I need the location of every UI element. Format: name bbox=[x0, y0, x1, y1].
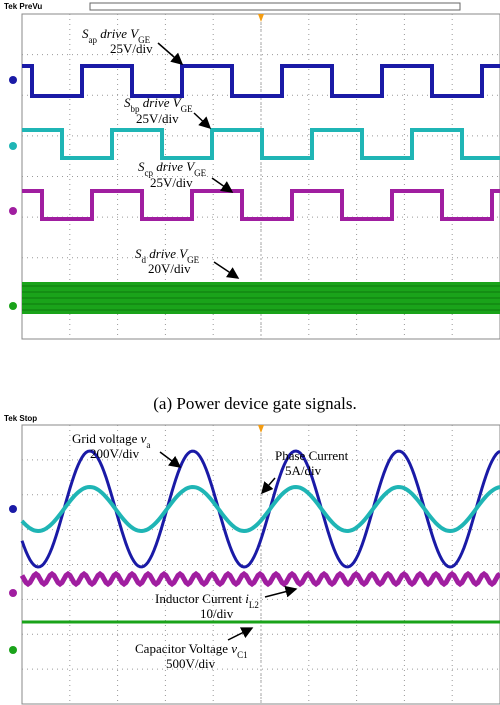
caption: (a) Power device gate signals. bbox=[153, 394, 356, 413]
scale-label: 5A/div bbox=[285, 463, 322, 478]
label-part: Inductor Current bbox=[155, 591, 245, 606]
label-part: C1 bbox=[237, 650, 248, 660]
arrow bbox=[228, 628, 252, 640]
label-part: Grid voltage bbox=[72, 431, 141, 446]
scope-header: Tek PreVu bbox=[4, 2, 42, 11]
scale-label: 25V/div bbox=[150, 175, 193, 190]
channel-marker bbox=[9, 646, 17, 654]
label-part: a bbox=[146, 440, 150, 450]
scale-label: 20V/div bbox=[148, 261, 191, 276]
scope-header: Tek Stop bbox=[4, 414, 37, 423]
label-part: drive V bbox=[153, 159, 196, 174]
arrow bbox=[262, 478, 275, 493]
channel-marker bbox=[9, 142, 17, 150]
label-part: L2 bbox=[249, 600, 259, 610]
scale-label: 25V/div bbox=[136, 111, 179, 126]
label-part: drive V bbox=[146, 246, 189, 261]
arrow bbox=[265, 589, 296, 597]
trigger-marker bbox=[258, 425, 264, 433]
label-part: Phase Current bbox=[275, 448, 349, 463]
label-part: GE bbox=[194, 168, 206, 178]
channel-marker bbox=[9, 505, 17, 513]
trace-label: Phase Current bbox=[275, 448, 349, 463]
scale-label: 10/div bbox=[200, 606, 234, 621]
label-part: GE bbox=[181, 104, 193, 114]
channel-marker bbox=[9, 302, 17, 310]
label-part: drive V bbox=[97, 26, 140, 41]
scale-label: 200V/div bbox=[90, 446, 140, 461]
channel-marker bbox=[9, 207, 17, 215]
scale-label: 500V/div bbox=[166, 656, 216, 671]
scale-label: 25V/div bbox=[110, 41, 153, 56]
channel-marker bbox=[9, 76, 17, 84]
channel-marker bbox=[9, 589, 17, 597]
label-part: drive V bbox=[140, 95, 183, 110]
label-part: Capacitor Voltage bbox=[135, 641, 231, 656]
figure: Tek PreVu (a) Power device gate signals.… bbox=[0, 0, 500, 705]
